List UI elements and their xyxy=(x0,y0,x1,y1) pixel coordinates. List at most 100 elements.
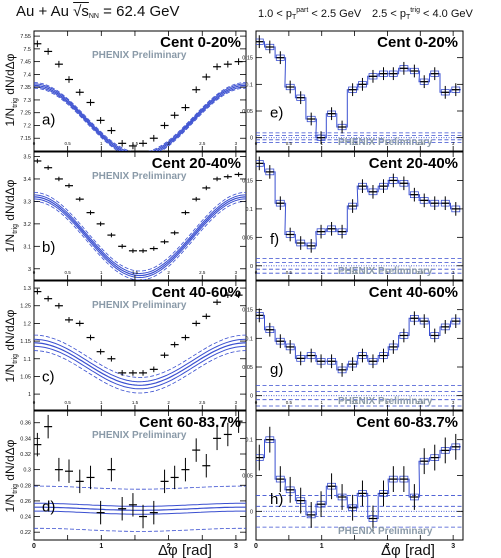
y-tick-label: 0 xyxy=(250,509,253,515)
x-tick-label: 0 xyxy=(255,270,258,275)
y-tick-label: 0 xyxy=(250,264,253,270)
x-tick-label: 0 xyxy=(32,543,36,550)
flow-curve-central xyxy=(34,84,246,151)
y-tick-label: 7.25 xyxy=(20,111,31,117)
panel-f: 0 0.05 0.1 0.15 0 0.5 1 1.5 2 2.5 3 Cent 20-40% PHEN… xyxy=(242,151,464,281)
y-tick-label: 7.35 xyxy=(20,85,31,91)
prelim-watermark: PHENIX Preliminary xyxy=(338,266,433,277)
x-tick-label: 0 xyxy=(255,141,258,146)
histogram-step xyxy=(256,162,461,247)
x-tick-label: 3 xyxy=(452,141,455,146)
panel-frame xyxy=(33,30,247,152)
prelim-watermark: PHENIX Preliminary xyxy=(92,300,187,311)
y-tick-label: 0.05 xyxy=(242,365,253,371)
panel-plot-area xyxy=(256,426,463,532)
x-tick-label: 2 xyxy=(385,543,389,550)
cut2-sup: trig xyxy=(410,7,420,14)
panel-frame xyxy=(255,151,464,281)
x-tick-label: 1 xyxy=(320,400,323,405)
y-tick-label: 0.22 xyxy=(20,530,31,536)
panel-letter: c) xyxy=(42,369,55,386)
x-tick-label: 1 xyxy=(320,270,323,275)
x-tick-label: 1 xyxy=(320,543,324,550)
panel-letter: d) xyxy=(42,499,55,516)
y-tick-label: 0.36 xyxy=(20,421,31,427)
y-tick-label: 1.05 xyxy=(20,374,31,380)
panel-title: Cent 0-20% xyxy=(160,34,241,51)
flow-curve-central xyxy=(34,506,246,511)
cut2-sub: T xyxy=(405,14,411,21)
y-tick-label: 0.15 xyxy=(242,178,253,184)
y-axis-label: 1/Ntrig dN/dΔφ xyxy=(3,53,19,126)
x-tick-label: 3 xyxy=(235,141,238,146)
flow-curve-inner-low xyxy=(34,510,246,515)
y-tick-label: 3.2 xyxy=(23,222,31,228)
y-tick-label: 0.05 xyxy=(242,109,253,115)
x-tick-label: 3 xyxy=(235,270,238,275)
panel-plot-area xyxy=(256,35,463,145)
cut-label-partner: 1.0 < pTpart < 2.5 GeV xyxy=(258,7,361,21)
histogram-step xyxy=(256,41,461,139)
y-axis-label-rest: dN/dΔφ xyxy=(3,179,17,224)
x-tick-label: 0.5 xyxy=(65,400,72,405)
panel-plot-area xyxy=(256,308,463,407)
cut1-pre: 1.0 < p xyxy=(258,8,292,20)
y-tick-label: 0 xyxy=(250,394,253,400)
title-prefix: Au + Au xyxy=(16,3,69,20)
x-tick-label: 0 xyxy=(33,141,36,146)
y-tick-label: 0.1 xyxy=(245,207,253,213)
y-tick-label: 7.4 xyxy=(23,72,31,78)
cut1-sub: T xyxy=(291,14,297,21)
cut1-sup: part xyxy=(296,7,309,14)
x-tick-label: 2.5 xyxy=(199,400,206,405)
panel-letter: a) xyxy=(42,112,55,129)
x-tick-label: 2 xyxy=(167,141,170,146)
y-tick-label: 0 xyxy=(250,136,253,142)
panel-title: Cent 40-60% xyxy=(152,284,241,301)
flow-curve-inner-low xyxy=(34,345,246,390)
panel-g: 0 0.05 0.1 0.15 0 0.5 1 1.5 2 2.5 3 Cent 40-60% PHEN… xyxy=(242,280,464,411)
panel-letter: h) xyxy=(270,491,283,508)
x-tick-label: 2.5 xyxy=(199,141,206,146)
x-tick-label: 0 xyxy=(33,400,36,405)
title-sqrt: √s xyxy=(73,3,89,20)
x-tick-label: 2.5 xyxy=(417,270,424,275)
y-tick-label: 7.45 xyxy=(20,60,31,66)
x-tick-label: 2 xyxy=(167,543,171,550)
panel-title: Cent 0-20% xyxy=(377,34,458,51)
x-tick-label: 0.5 xyxy=(286,141,293,146)
cut2-pre: 2.5 < p xyxy=(372,8,406,20)
flow-curve-outer-high xyxy=(34,192,246,272)
x-tick-label: 2.5 xyxy=(417,400,424,405)
x-tick-label: 0 xyxy=(33,270,36,275)
x-tick-label: 1.5 xyxy=(351,141,358,146)
y-axis-label-rest: dN/dΔφ xyxy=(3,53,17,98)
flow-curve-inner-high xyxy=(34,194,246,275)
y-tick-label: 0.05 xyxy=(242,474,253,480)
y-axis-label: 1/Ntrig dN/dΔφ xyxy=(3,309,19,382)
y-tick-label: 1 xyxy=(28,392,31,398)
y-tick-label: 0.1 xyxy=(245,336,253,342)
y-axis-label-lead: 1/N xyxy=(3,108,17,127)
x-tick-label: 1 xyxy=(100,400,103,405)
y-tick-label: 7.3 xyxy=(23,98,31,104)
y-axis-label-sub: trig xyxy=(12,98,19,108)
x-tick-label: 2.5 xyxy=(417,141,424,146)
flow-curve-inner-high xyxy=(34,502,246,507)
y-tick-label: 7.15 xyxy=(20,136,31,142)
y-tick-label: 0.15 xyxy=(242,56,253,62)
panel-frame xyxy=(255,280,464,411)
x-tick-label: 2 xyxy=(386,141,389,146)
cut-label-trigger: 2.5 < pTtrig < 4.0 GeV xyxy=(372,7,473,21)
y-tick-label: 1.2 xyxy=(23,321,31,327)
panel-title: Cent 20-40% xyxy=(152,155,241,172)
x-tick-label: 1.5 xyxy=(351,400,358,405)
y-tick-label: 0.15 xyxy=(242,308,253,314)
y-axis-label: 1/Ntrig dN/dΔφ xyxy=(3,439,19,512)
x-axis-label-right: Δφ [rad] xyxy=(381,542,435,558)
panel-title: Cent 60-83.7% xyxy=(356,414,458,431)
x-tick-label: 3 xyxy=(451,543,455,550)
y-tick-label: 0.26 xyxy=(20,499,31,505)
figure-title: Au + Au √sNN = 62.4 GeV xyxy=(16,3,179,20)
y-tick-label: 0.3 xyxy=(23,468,31,474)
